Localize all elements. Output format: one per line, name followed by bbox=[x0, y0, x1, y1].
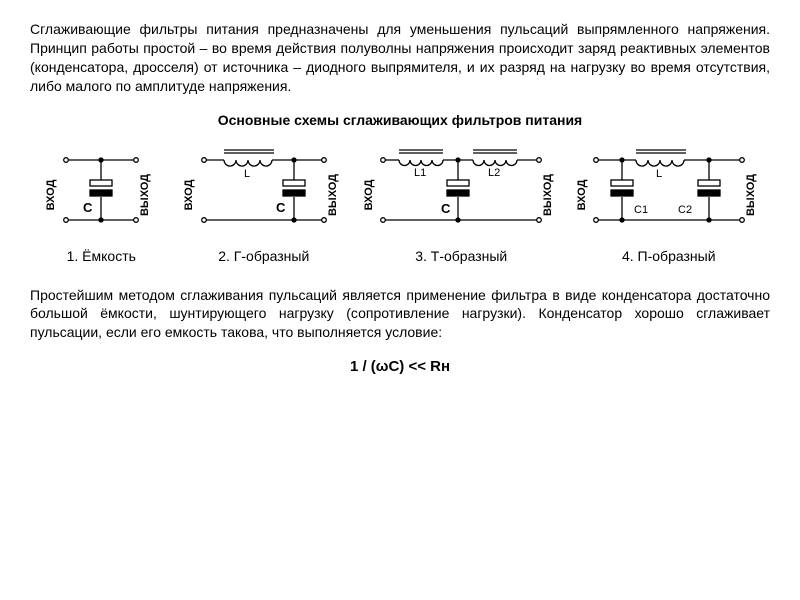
out-label: ВЫХОД bbox=[745, 173, 757, 215]
in-label: ВХОД bbox=[183, 179, 195, 210]
l2-label: L2 bbox=[488, 167, 500, 179]
in-label: ВХОД bbox=[45, 179, 57, 210]
method-paragraph: Простейшим методом сглаживания пульсаций… bbox=[30, 286, 770, 343]
scheme-g: ВХОД ВЫХОД L C bbox=[179, 140, 349, 240]
c-label: C bbox=[441, 201, 451, 216]
caption-3: 3. Т-образный bbox=[361, 248, 561, 264]
l1-label: L1 bbox=[414, 167, 426, 179]
c1-label: C1 bbox=[634, 204, 648, 216]
captions-row: 1. Ёмкость 2. Г-образный 3. Т-образный 4… bbox=[30, 248, 770, 264]
out-label: ВЫХОД bbox=[139, 173, 151, 215]
schemes-row: ВХОД ВЫХОД C bbox=[30, 140, 770, 240]
l-label: L bbox=[244, 168, 250, 180]
schemes-heading: Основные схемы сглаживающих фильтров пит… bbox=[30, 112, 770, 128]
scheme-pi: ВХОД ВЫХОД L C1 C2 bbox=[574, 140, 764, 240]
out-label: ВЫХОД bbox=[327, 173, 339, 215]
scheme-t: ВХОД ВЫХОД L1 L2 C bbox=[361, 140, 561, 240]
c-label: C bbox=[83, 200, 93, 215]
in-label: ВХОД bbox=[363, 179, 375, 210]
caption-2: 2. Г-образный bbox=[179, 248, 349, 264]
c-label: C bbox=[276, 200, 286, 215]
in-label: ВХОД bbox=[576, 179, 588, 210]
caption-4: 4. П-образный bbox=[574, 248, 764, 264]
out-label: ВЫХОД bbox=[542, 173, 554, 215]
caption-1: 1. Ёмкость bbox=[36, 248, 166, 264]
intro-paragraph: Сглаживающие фильтры питания предназначе… bbox=[30, 20, 770, 96]
scheme-capacity: ВХОД ВЫХОД C bbox=[36, 140, 166, 240]
formula: 1 / (ωC) << Rн bbox=[30, 358, 770, 375]
c2-label: C2 bbox=[678, 204, 692, 216]
l-label: L bbox=[656, 168, 662, 180]
